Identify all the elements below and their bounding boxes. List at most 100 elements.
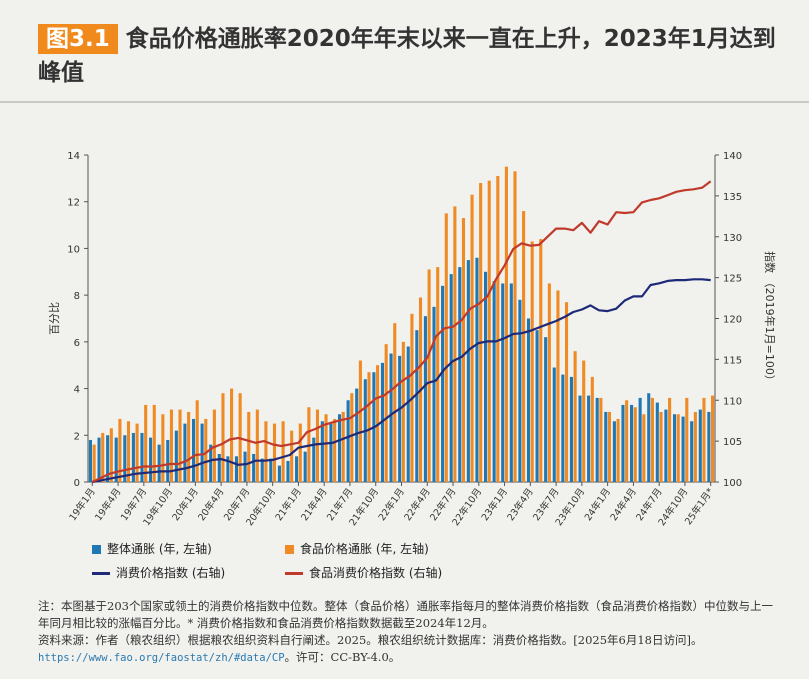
right-tick-label: 140	[723, 151, 742, 162]
food-inflation-bar	[607, 411, 612, 482]
overall-inflation-bar	[295, 456, 299, 482]
food-inflation-bar	[161, 414, 165, 482]
food-inflation-bar	[513, 171, 517, 482]
food-inflation-bar	[582, 360, 586, 482]
source-link[interactable]: https://www.fao.org/faostat/zh/#data/CP	[38, 652, 285, 664]
overall-inflation-bar	[398, 355, 402, 482]
food-inflation-bar	[659, 411, 663, 482]
left-tick-label: 2	[74, 431, 80, 442]
legend-overall-label: 整体通胀 (年, 左轴)	[107, 542, 212, 556]
food-inflation-bar	[358, 360, 362, 482]
legend-food: 食品价格通胀 (年, 左轴)	[285, 540, 429, 557]
overall-inflation-bar	[569, 376, 573, 482]
figure-title: 图3.1 食品价格通胀率2020年年末以来一直在上升，2023年1月达到峰值	[38, 22, 788, 90]
food-inflation-bar	[599, 397, 603, 482]
overall-inflation-bar	[252, 453, 256, 482]
overall-inflation-bar	[578, 395, 582, 482]
overall-inflation-bar	[483, 271, 488, 482]
food-inflation-bar	[711, 395, 715, 482]
food-inflation-bar	[221, 393, 225, 482]
overall-inflation-bar	[166, 439, 170, 482]
overall-inflation-bar	[441, 285, 445, 482]
notes: 注：本图基于203个国家或领土的消费价格指数中位数。整体（食品价格）通胀率指每月…	[38, 598, 780, 667]
legend-overall: 整体通胀 (年, 左轴)	[92, 540, 212, 557]
food-inflation-bar	[101, 432, 105, 482]
license-text: 。许可：CC-BY-4.0。	[284, 650, 401, 664]
note-text: 注：本图基于203个国家或领土的消费价格指数中位数。整体（食品价格）通胀率指每月…	[38, 599, 773, 630]
figure-badge: 图3.1	[38, 24, 118, 54]
food-inflation-bar	[470, 194, 474, 482]
food-inflation-bar	[298, 423, 302, 482]
overall-inflation-bar	[191, 418, 196, 482]
overall-inflation-bar	[587, 395, 591, 482]
overall-inflation-bar	[234, 456, 239, 482]
overall-inflation-bar	[174, 430, 178, 482]
food-inflation-bar	[135, 423, 139, 482]
food-inflation-bar	[461, 218, 466, 483]
overall-inflation-bar	[269, 458, 273, 482]
overall-inflation-bar	[638, 397, 642, 482]
chart: 0 2 4 6 8 10 12 14 100 105 110 115 120 125 130 135 140 百分…	[48, 151, 777, 528]
food-inflation-bar	[324, 414, 328, 482]
legend-overall-swatch	[92, 545, 101, 554]
overall-inflation-bar	[106, 435, 110, 482]
overall-inflation-bar	[595, 397, 599, 482]
food-inflation-bar	[367, 372, 371, 482]
overall-inflation-bar	[209, 444, 213, 482]
overall-inflation-bar	[217, 453, 221, 482]
food-inflation-bar	[195, 400, 199, 482]
overall-inflation-bar	[226, 456, 230, 482]
food-inflation-bar	[633, 407, 637, 482]
food-inflation-bar	[479, 183, 483, 482]
overall-inflation-bar	[415, 330, 419, 482]
food-inflation-bar	[496, 176, 500, 482]
overall-inflation-bar	[647, 393, 651, 482]
overall-inflation-bar	[690, 421, 694, 482]
food-inflation-bar	[693, 411, 697, 482]
overall-inflation-bar	[389, 353, 393, 482]
overall-inflation-bar	[140, 432, 144, 482]
overall-inflation-bar	[492, 281, 496, 482]
food-inflation-bar	[393, 323, 397, 482]
right-axis-label: 指数 （2019年1月=100）	[763, 251, 777, 386]
right-tick-label: 125	[723, 274, 742, 285]
right-tick-label: 110	[723, 396, 742, 407]
food-inflation-bar	[444, 213, 448, 482]
overall-inflation-bar	[526, 318, 531, 482]
overall-inflation-bar	[655, 402, 659, 482]
legend-food-label: 食品价格通胀 (年, 左轴)	[300, 542, 429, 556]
right-tick-label: 115	[723, 355, 742, 366]
overall-inflation-bar	[260, 458, 264, 482]
food-inflation-bar	[401, 341, 405, 482]
food-inflation-bar	[126, 421, 131, 482]
food-inflation-bar	[109, 428, 113, 482]
food-inflation-bar	[144, 404, 148, 482]
overall-inflation-bar	[329, 423, 333, 482]
overall-inflation-bar	[97, 437, 101, 482]
source-body: 资料来源：作者（粮农组织）根据粮农组织资料自行阐述。2025。粮农组织统计数据库…	[38, 633, 703, 647]
food-inflation-bar	[668, 397, 672, 482]
food-inflation-bar	[247, 411, 251, 482]
food-inflation-bar	[685, 397, 689, 482]
overall-inflation-bar	[630, 404, 634, 482]
overall-inflation-bar	[664, 409, 668, 482]
food-inflation-bar	[118, 418, 122, 482]
food-inflation-bar	[530, 241, 534, 482]
overall-inflation-bar	[149, 437, 153, 482]
food-cpi-line	[91, 180, 712, 483]
food-inflation-bar	[616, 418, 620, 482]
overall-inflation-bar	[518, 299, 522, 482]
overall-inflation-bar	[672, 414, 677, 482]
overall-inflation-bar	[200, 423, 204, 482]
food-inflation-bar	[212, 409, 216, 482]
overall-inflation-bar	[303, 451, 307, 482]
overall-inflation-bar	[277, 465, 281, 482]
overall-inflation-bar	[604, 411, 608, 482]
food-inflation-bar	[290, 430, 294, 482]
food-inflation-bar	[315, 409, 320, 482]
food-inflation-bar	[556, 290, 560, 482]
right-tick-label: 135	[723, 192, 742, 203]
overall-inflation-bar	[320, 421, 324, 482]
overall-inflation-bar	[88, 439, 92, 482]
left-tick-label: 12	[67, 198, 80, 209]
